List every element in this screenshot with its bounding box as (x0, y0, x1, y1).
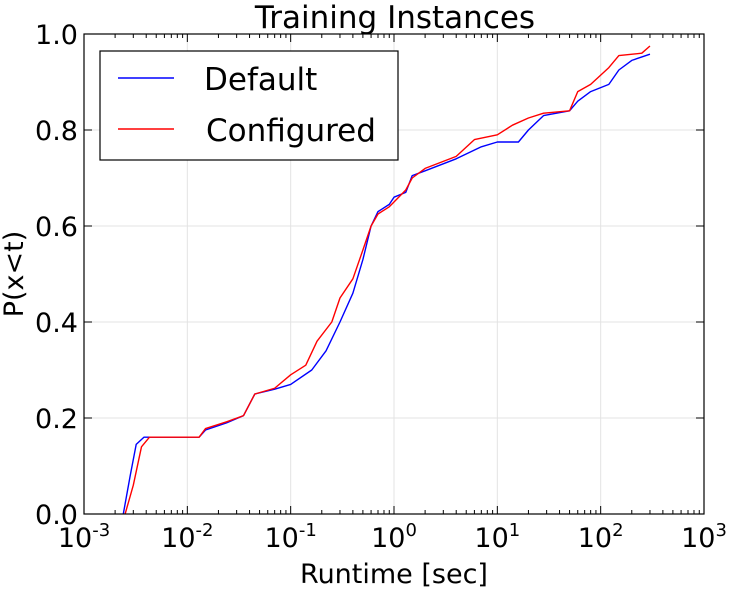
y-tick-label: 1.0 (35, 20, 78, 51)
y-axis-label: P(x<t) (0, 231, 30, 318)
series-line-configured (124, 45, 651, 515)
series-layer (122, 45, 651, 515)
y-tick-label: 0.2 (35, 404, 78, 435)
chart-title: Training Instances (254, 0, 535, 36)
x-tick-label: 102 (578, 520, 624, 554)
y-tick-label: 0.8 (35, 116, 78, 147)
x-tick-labels: 10-3 10-2 10-1 100 101 102 103 (58, 520, 727, 554)
legend-box (99, 50, 399, 161)
y-tick-labels: 0.0 0.2 0.4 0.6 0.8 1.0 (35, 20, 78, 531)
x-tick-label: 10-2 (161, 520, 213, 554)
legend-label-configured: Configured (206, 113, 376, 149)
legend-label-default: Default (204, 62, 317, 98)
legend: Default Configured (99, 50, 399, 161)
x-axis-label: Runtime [sec] (300, 559, 488, 590)
x-tick-label: 10-3 (58, 520, 110, 554)
x-tick-label: 103 (681, 520, 727, 554)
x-tick-label: 100 (371, 520, 417, 554)
plot-frame (83, 33, 705, 515)
y-tick-label: 0.4 (35, 308, 78, 339)
y-tick-label: 0.6 (35, 212, 78, 243)
y-tick-label: 0.0 (35, 500, 78, 531)
x-tick-label: 101 (474, 520, 520, 554)
x-tick-label: 10-1 (265, 520, 317, 554)
